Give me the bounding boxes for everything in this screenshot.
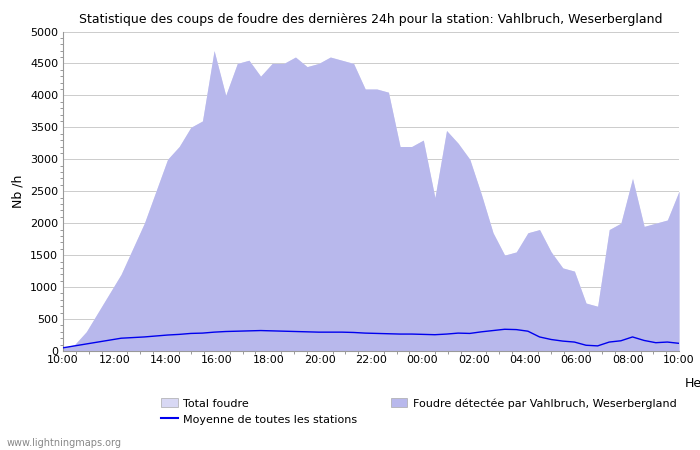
Title: Statistique des coups de foudre des dernières 24h pour la station: Vahlbruch, We: Statistique des coups de foudre des dern…	[79, 13, 663, 26]
Text: www.lightningmaps.org: www.lightningmaps.org	[7, 438, 122, 448]
Y-axis label: Nb /h: Nb /h	[11, 175, 25, 208]
Legend: Total foudre, Moyenne de toutes les stations, Foudre détectée par Vahlbruch, Wes: Total foudre, Moyenne de toutes les stat…	[161, 398, 677, 425]
Text: Heure: Heure	[685, 377, 700, 390]
